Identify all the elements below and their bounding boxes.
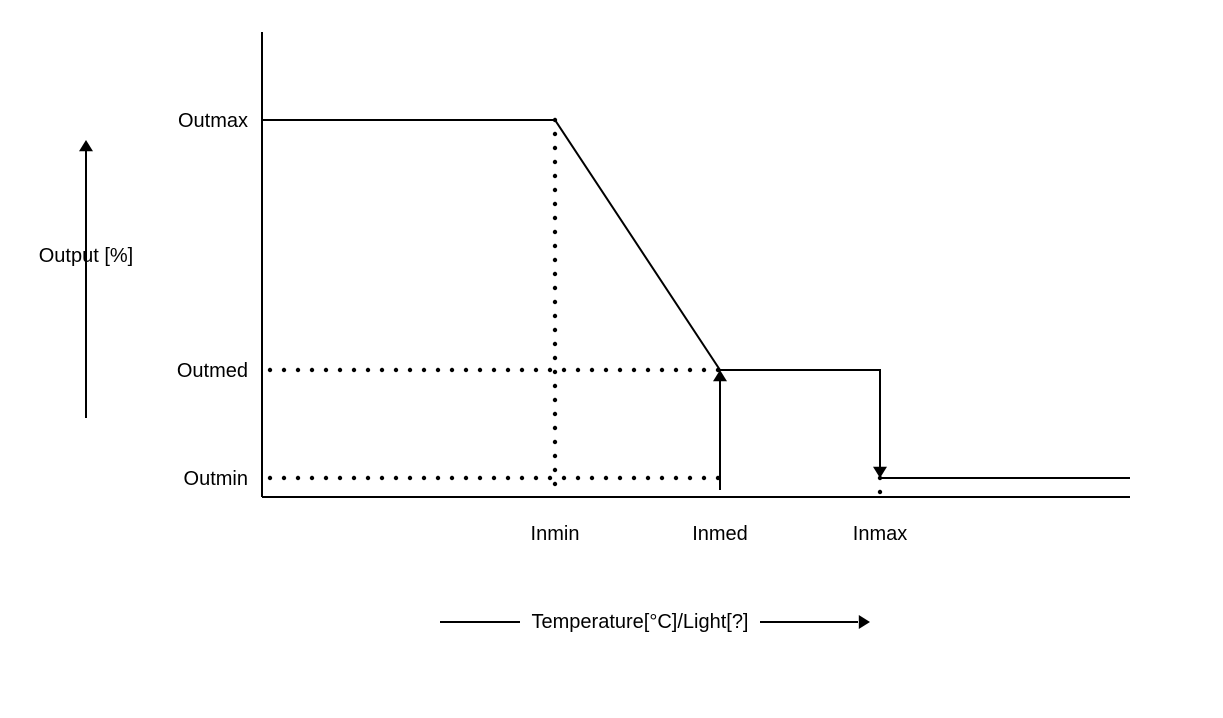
output-response-diagram: Outmax Outmed Outmin Inmin Inmed Inmax Output … bbox=[0, 0, 1223, 718]
xlabel-inmed: Inmed bbox=[692, 523, 748, 545]
ylabel-outmax: Outmax bbox=[178, 110, 248, 132]
ylabel-outmed: Outmed bbox=[177, 360, 248, 382]
ylabel-outmin: Outmin bbox=[184, 468, 248, 490]
y-axis-title: Output [%] bbox=[39, 245, 134, 267]
xlabel-inmax: Inmax bbox=[853, 523, 907, 545]
xlabel-inmin: Inmin bbox=[531, 523, 580, 545]
response-curve bbox=[262, 120, 1130, 478]
x-axis-title: Temperature[°C]/Light[?] bbox=[532, 611, 749, 633]
diagram-svg: Outmax Outmed Outmin Inmin Inmed Inmax Output … bbox=[0, 0, 1223, 718]
